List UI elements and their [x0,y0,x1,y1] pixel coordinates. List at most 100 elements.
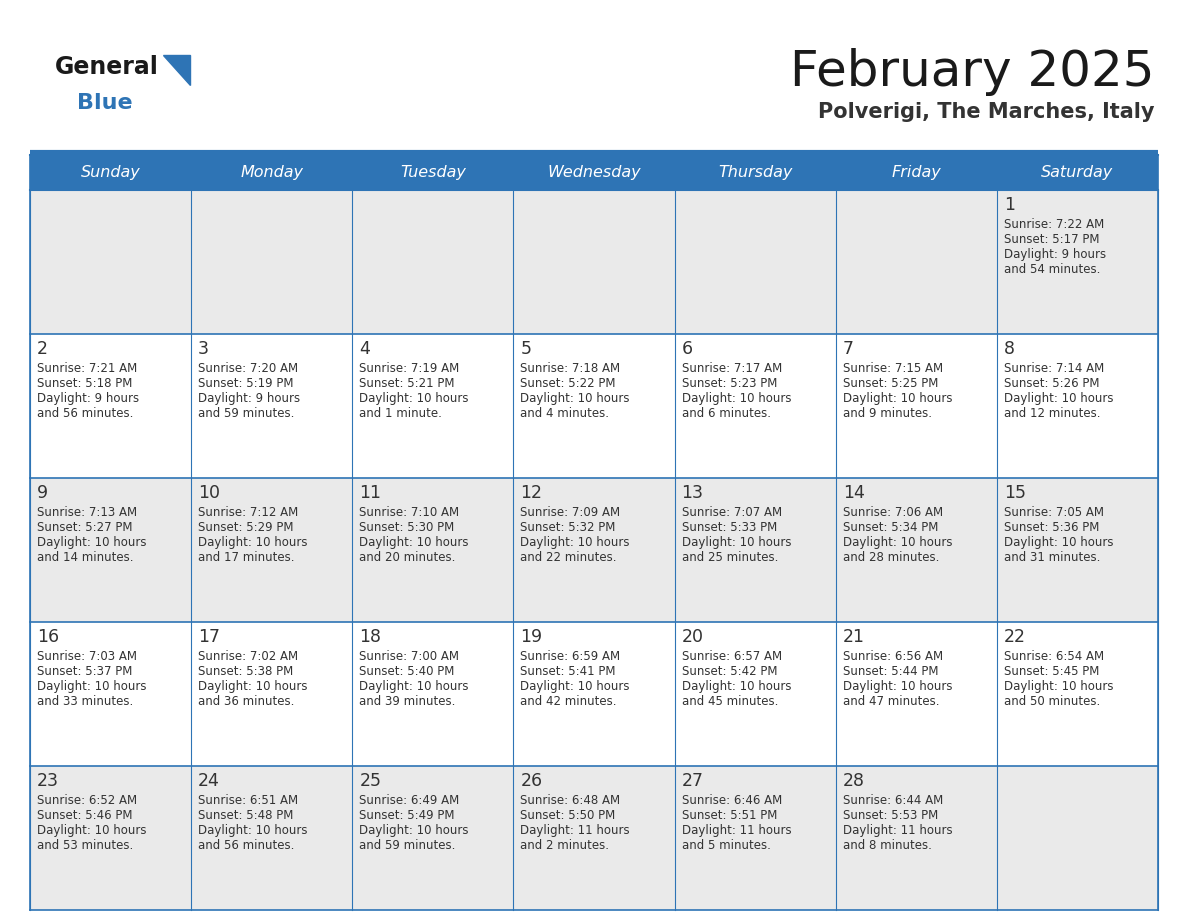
Text: Sunrise: 7:03 AM: Sunrise: 7:03 AM [37,650,137,663]
Text: and 36 minutes.: and 36 minutes. [198,695,295,708]
Text: Sunset: 5:50 PM: Sunset: 5:50 PM [520,809,615,822]
Text: Sunrise: 7:21 AM: Sunrise: 7:21 AM [37,362,138,375]
Text: Daylight: 10 hours: Daylight: 10 hours [198,824,308,837]
Text: 10: 10 [198,484,220,502]
Text: Sunrise: 7:09 AM: Sunrise: 7:09 AM [520,506,620,519]
Text: Daylight: 9 hours: Daylight: 9 hours [198,392,301,405]
Text: Sunrise: 7:05 AM: Sunrise: 7:05 AM [1004,506,1104,519]
Text: Sunset: 5:33 PM: Sunset: 5:33 PM [682,521,777,534]
Text: Sunset: 5:19 PM: Sunset: 5:19 PM [198,377,293,390]
Text: Sunrise: 6:51 AM: Sunrise: 6:51 AM [198,794,298,807]
Text: Daylight: 10 hours: Daylight: 10 hours [198,680,308,693]
Text: Sunrise: 6:49 AM: Sunrise: 6:49 AM [359,794,460,807]
Text: and 17 minutes.: and 17 minutes. [198,551,295,564]
Text: Wednesday: Wednesday [548,165,640,180]
Text: and 5 minutes.: and 5 minutes. [682,839,771,852]
Text: Daylight: 9 hours: Daylight: 9 hours [37,392,139,405]
Text: Daylight: 10 hours: Daylight: 10 hours [359,392,469,405]
Text: Sunset: 5:53 PM: Sunset: 5:53 PM [842,809,939,822]
Text: Sunrise: 7:12 AM: Sunrise: 7:12 AM [198,506,298,519]
Text: 13: 13 [682,484,703,502]
Text: Sunset: 5:21 PM: Sunset: 5:21 PM [359,377,455,390]
Bar [30,622,1158,766]
Text: 22: 22 [1004,628,1026,646]
Text: Daylight: 11 hours: Daylight: 11 hours [520,824,630,837]
Text: and 12 minutes.: and 12 minutes. [1004,407,1100,420]
Text: and 33 minutes.: and 33 minutes. [37,695,133,708]
Text: Daylight: 10 hours: Daylight: 10 hours [198,536,308,549]
Text: 25: 25 [359,772,381,790]
Text: Monday: Monday [240,165,303,180]
Text: Sunrise: 6:57 AM: Sunrise: 6:57 AM [682,650,782,663]
Text: Sunrise: 7:14 AM: Sunrise: 7:14 AM [1004,362,1104,375]
Text: Daylight: 10 hours: Daylight: 10 hours [359,536,469,549]
Text: Sunset: 5:32 PM: Sunset: 5:32 PM [520,521,615,534]
Bar [30,766,1158,910]
Text: Sunset: 5:41 PM: Sunset: 5:41 PM [520,665,615,678]
Text: and 42 minutes.: and 42 minutes. [520,695,617,708]
Text: 3: 3 [198,340,209,358]
Text: Sunset: 5:30 PM: Sunset: 5:30 PM [359,521,455,534]
Text: 11: 11 [359,484,381,502]
Text: Sunrise: 7:13 AM: Sunrise: 7:13 AM [37,506,137,519]
Text: 12: 12 [520,484,543,502]
Text: Sunrise: 7:17 AM: Sunrise: 7:17 AM [682,362,782,375]
Text: Sunset: 5:29 PM: Sunset: 5:29 PM [198,521,293,534]
Text: Daylight: 10 hours: Daylight: 10 hours [1004,392,1113,405]
Text: Daylight: 10 hours: Daylight: 10 hours [520,536,630,549]
Text: 27: 27 [682,772,703,790]
Text: Sunset: 5:48 PM: Sunset: 5:48 PM [198,809,293,822]
Text: and 59 minutes.: and 59 minutes. [359,839,456,852]
Text: Daylight: 10 hours: Daylight: 10 hours [37,536,146,549]
Text: 24: 24 [198,772,220,790]
Text: Sunset: 5:37 PM: Sunset: 5:37 PM [37,665,132,678]
Text: Sunrise: 6:44 AM: Sunrise: 6:44 AM [842,794,943,807]
Text: Sunrise: 7:06 AM: Sunrise: 7:06 AM [842,506,943,519]
Text: Sunset: 5:18 PM: Sunset: 5:18 PM [37,377,132,390]
Text: Daylight: 10 hours: Daylight: 10 hours [520,680,630,693]
Text: Daylight: 10 hours: Daylight: 10 hours [359,680,469,693]
Text: Sunset: 5:42 PM: Sunset: 5:42 PM [682,665,777,678]
Polygon shape [163,55,190,85]
Text: 23: 23 [37,772,59,790]
Bar [30,155,1158,190]
Text: Daylight: 11 hours: Daylight: 11 hours [682,824,791,837]
Text: and 50 minutes.: and 50 minutes. [1004,695,1100,708]
Text: 14: 14 [842,484,865,502]
Text: and 56 minutes.: and 56 minutes. [37,407,133,420]
Bar [30,478,1158,622]
Text: 2: 2 [37,340,48,358]
Text: Daylight: 10 hours: Daylight: 10 hours [842,392,953,405]
Bar [30,190,1158,334]
Text: and 1 minute.: and 1 minute. [359,407,442,420]
Text: Daylight: 10 hours: Daylight: 10 hours [682,392,791,405]
Text: 4: 4 [359,340,371,358]
Bar [30,334,1158,478]
Text: and 6 minutes.: and 6 minutes. [682,407,771,420]
Text: Sunrise: 7:18 AM: Sunrise: 7:18 AM [520,362,620,375]
Text: and 47 minutes.: and 47 minutes. [842,695,940,708]
Text: and 20 minutes.: and 20 minutes. [359,551,456,564]
Text: Sunrise: 7:22 AM: Sunrise: 7:22 AM [1004,218,1104,231]
Text: Sunday: Sunday [81,165,140,180]
Text: and 39 minutes.: and 39 minutes. [359,695,456,708]
Text: Daylight: 11 hours: Daylight: 11 hours [842,824,953,837]
Text: 5: 5 [520,340,531,358]
Text: and 14 minutes.: and 14 minutes. [37,551,133,564]
Text: Daylight: 10 hours: Daylight: 10 hours [37,680,146,693]
Text: Daylight: 10 hours: Daylight: 10 hours [1004,536,1113,549]
Text: Sunrise: 6:59 AM: Sunrise: 6:59 AM [520,650,620,663]
Text: Sunset: 5:34 PM: Sunset: 5:34 PM [842,521,939,534]
Text: 6: 6 [682,340,693,358]
Text: Blue: Blue [77,93,133,113]
Text: Sunset: 5:26 PM: Sunset: 5:26 PM [1004,377,1099,390]
Text: Sunrise: 7:00 AM: Sunrise: 7:00 AM [359,650,460,663]
Text: Daylight: 10 hours: Daylight: 10 hours [682,680,791,693]
Text: Tuesday: Tuesday [400,165,466,180]
Text: General: General [55,55,159,79]
Text: and 54 minutes.: and 54 minutes. [1004,263,1100,276]
Text: Sunset: 5:23 PM: Sunset: 5:23 PM [682,377,777,390]
Text: Daylight: 10 hours: Daylight: 10 hours [682,536,791,549]
Text: Sunrise: 7:10 AM: Sunrise: 7:10 AM [359,506,460,519]
Text: 7: 7 [842,340,854,358]
